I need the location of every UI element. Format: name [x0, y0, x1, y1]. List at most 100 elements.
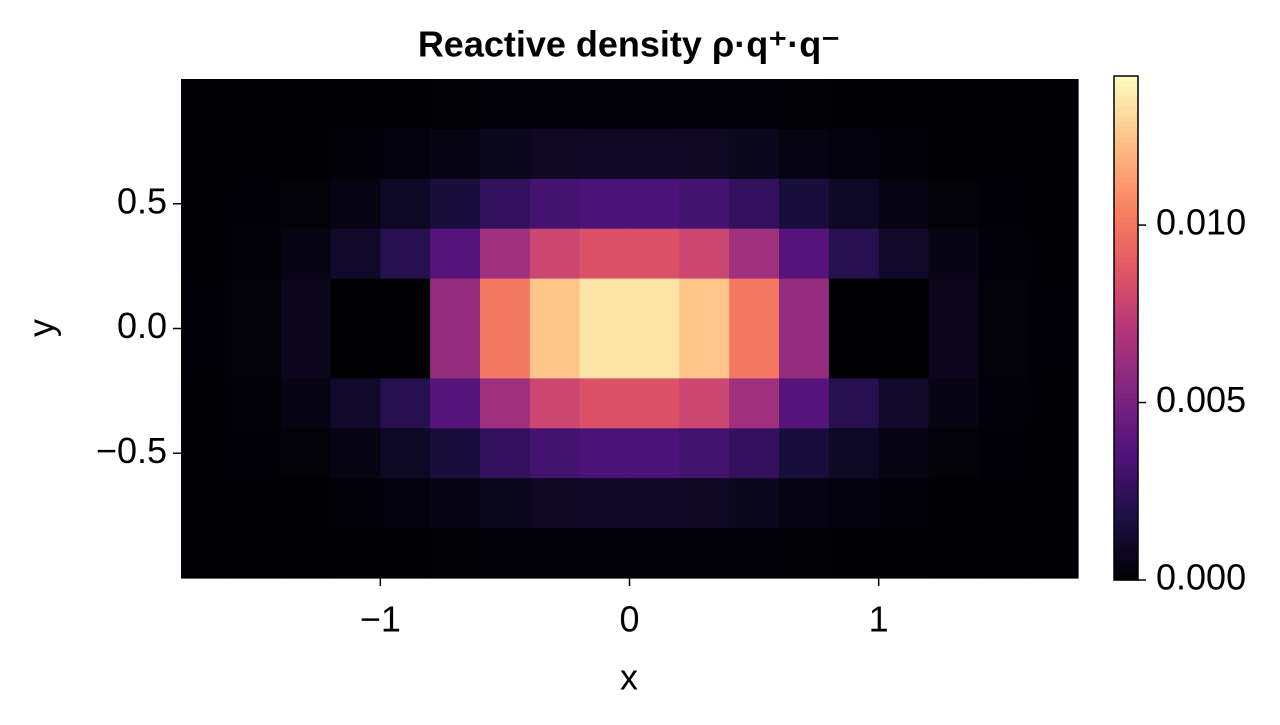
heatmap-cell: [280, 79, 332, 130]
heatmap-cell: [828, 428, 880, 479]
heatmap-cell: [380, 278, 431, 330]
colorbar-segment: [1114, 297, 1138, 304]
heatmap-cell: [480, 79, 531, 130]
colorbar-segment: [1114, 302, 1138, 309]
heatmap-cell: [181, 178, 232, 230]
colorbar-segment: [1114, 574, 1138, 581]
heatmap-cell: [629, 528, 680, 579]
heatmap-cell: [828, 378, 880, 429]
colorbar-segment: [1114, 151, 1138, 158]
colorbar-segment: [1114, 403, 1138, 410]
heatmap-cell: [330, 79, 381, 130]
heatmap-cell: [579, 278, 631, 330]
heatmap-cell: [1028, 128, 1079, 180]
x-tick-label: −1: [360, 599, 401, 640]
colorbar-segment: [1114, 398, 1138, 405]
heatmap-cell: [729, 428, 780, 479]
heatmap-cell: [579, 428, 631, 479]
heatmap-cell: [181, 328, 232, 379]
colorbar-segment: [1114, 544, 1138, 551]
heatmap-cell: [1028, 278, 1079, 330]
heatmap-cell: [629, 278, 680, 330]
colorbar-segment: [1114, 252, 1138, 259]
heatmap-cell: [729, 228, 780, 280]
heatmap-cell: [480, 228, 531, 280]
heatmap-cell: [579, 478, 631, 529]
heatmap-cell: [181, 278, 232, 330]
heatmap-cell: [230, 428, 282, 479]
heatmap-cell: [1028, 328, 1079, 379]
heatmap-cell: [579, 178, 631, 230]
heatmap-cell: [330, 178, 381, 230]
colorbar-segment: [1114, 378, 1138, 385]
colorbar-segment: [1114, 212, 1138, 218]
heatmap-cell: [230, 128, 282, 180]
x-tick-label: 1: [869, 599, 889, 640]
colorbar-segment: [1114, 81, 1138, 87]
colorbar-segment: [1114, 549, 1138, 556]
colorbar-segment: [1114, 514, 1138, 521]
heatmap-cell: [579, 378, 631, 429]
colorbar-segment: [1114, 227, 1138, 233]
colorbar-segment: [1114, 312, 1138, 319]
colorbar-segment: [1114, 86, 1138, 92]
heatmap-cell: [878, 328, 930, 379]
heatmap-cell: [529, 378, 581, 429]
heatmap-cell: [579, 528, 631, 579]
colorbar-segment: [1114, 484, 1138, 490]
colorbar-segment: [1114, 363, 1138, 369]
heatmap-cell: [330, 128, 381, 180]
heatmap-cell: [529, 128, 581, 180]
heatmap-cell: [579, 328, 631, 379]
colorbar-segment: [1114, 539, 1138, 546]
colorbar-segment: [1114, 131, 1138, 138]
heatmap-cell: [579, 128, 631, 180]
heatmap-cell: [529, 478, 581, 529]
x-axis-label: x: [620, 657, 638, 698]
heatmap-cell: [1028, 228, 1079, 280]
heatmap-cell: [878, 128, 930, 180]
heatmap-cell: [978, 378, 1029, 429]
colorbar-segment: [1114, 454, 1138, 460]
colorbar-segment: [1114, 292, 1138, 299]
colorbar-segment: [1114, 459, 1138, 465]
heatmap-cell: [629, 478, 680, 529]
heatmap-cell: [380, 228, 431, 280]
colorbar-segment: [1114, 202, 1138, 208]
heatmap-cell: [679, 128, 730, 180]
colorbar-segment: [1114, 247, 1138, 253]
colorbar-segment: [1114, 156, 1138, 163]
heatmap-cell: [1028, 178, 1079, 230]
heatmap-cell: [878, 79, 930, 130]
heatmap-cell: [430, 428, 481, 479]
heatmap-cell: [480, 478, 531, 529]
heatmap-cell: [230, 79, 282, 130]
colorbar-segment: [1114, 443, 1138, 450]
heatmap-cell: [828, 478, 880, 529]
heatmap-cell: [978, 178, 1029, 230]
heatmap-cell: [878, 478, 930, 529]
colorbar-segment: [1114, 96, 1138, 102]
heatmap-cell: [529, 278, 581, 330]
heatmap-cell: [629, 428, 680, 479]
colorbar-segment: [1114, 101, 1138, 107]
heatmap-cell: [729, 278, 780, 330]
heatmap-cell: [1028, 528, 1079, 579]
colorbar-segment: [1114, 413, 1138, 420]
colorbar-segment: [1114, 368, 1138, 374]
heatmap-cell: [828, 79, 880, 130]
heatmap-cell: [529, 228, 581, 280]
colorbar-segment: [1114, 196, 1138, 203]
heatmap-cell: [280, 228, 332, 280]
heatmap-cell: [878, 378, 930, 429]
heatmap-cell: [679, 178, 730, 230]
colorbar-segment: [1114, 328, 1138, 334]
colorbar-segment: [1114, 322, 1138, 329]
heatmap-cell: [480, 428, 531, 479]
heatmap-cell: [280, 178, 332, 230]
colorbar-segment: [1114, 509, 1138, 516]
heatmap-cell: [729, 178, 780, 230]
colorbar-segment: [1114, 181, 1138, 188]
heatmap-cell: [480, 378, 531, 429]
heatmap-cell: [729, 378, 780, 429]
